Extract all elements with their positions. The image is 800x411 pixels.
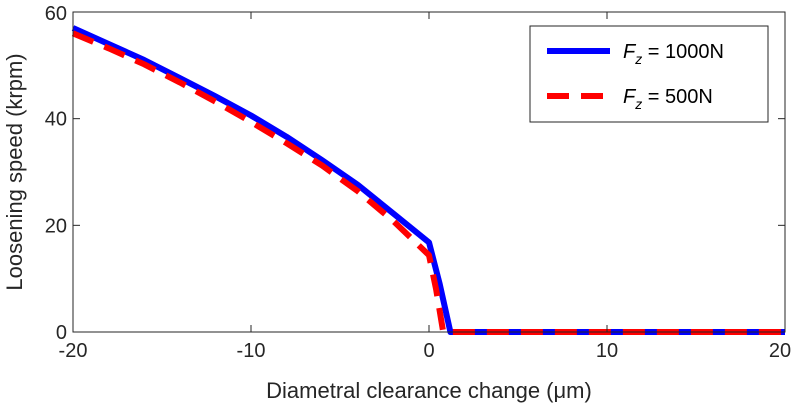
legend-500n-value: = 500N bbox=[642, 86, 713, 108]
y-tick-label: 60 bbox=[45, 3, 67, 25]
x-tick-label: 20 bbox=[769, 340, 791, 362]
legend-entry-500n: Fz = 500N bbox=[623, 86, 713, 112]
y-tick-label: 20 bbox=[45, 215, 67, 237]
x-tick-label: -10 bbox=[237, 340, 266, 362]
y-axis-label: Loosening speed (krpm) bbox=[2, 53, 27, 290]
legend-500n-symbol: F bbox=[623, 86, 637, 108]
legend-box bbox=[529, 25, 769, 123]
legend-1000n-value: = 1000N bbox=[642, 41, 724, 63]
legend-500n-subscript: z bbox=[634, 96, 642, 112]
legend-1000n-subscript: z bbox=[634, 51, 642, 67]
x-tick-label: -20 bbox=[59, 340, 88, 362]
legend-1000n-symbol: F bbox=[623, 41, 637, 63]
x-axis-label: Diametral clearance change (μm) bbox=[266, 378, 592, 403]
x-tick-label: 0 bbox=[423, 340, 434, 362]
y-tick-label: 0 bbox=[56, 322, 67, 344]
tick-layer: -20 -10 0 10 20 0 20 40 60 bbox=[45, 3, 791, 362]
legend-entry-1000n: Fz = 1000N bbox=[623, 41, 724, 67]
legend: Fz = 1000N Fz = 500N bbox=[529, 25, 769, 123]
x-tick-label: 10 bbox=[596, 340, 618, 362]
y-tick-label: 40 bbox=[45, 109, 67, 131]
